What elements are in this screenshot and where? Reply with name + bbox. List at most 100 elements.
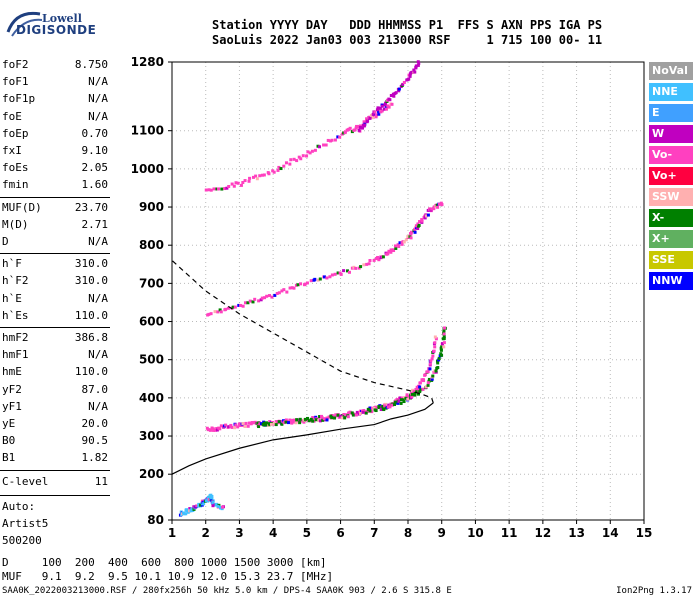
echo-point [313, 148, 317, 152]
x-tick-label: 10 [467, 526, 484, 540]
echo-point [431, 354, 435, 358]
x-tick-label: 2 [202, 526, 210, 540]
param-value: 310.0 [74, 257, 108, 271]
y-tick-label: 700 [139, 276, 164, 290]
echo-point [190, 507, 194, 511]
echo-point [306, 150, 310, 154]
echo-point [361, 410, 365, 414]
echo-point [309, 417, 313, 421]
echo-point [289, 158, 293, 162]
echo-point [345, 269, 349, 273]
lowell-digisonde-logo: Lowell DIGISONDE [4, 6, 104, 40]
y-tick-label: 800 [139, 238, 164, 252]
param-value: 0.70 [81, 126, 109, 140]
echo-point [279, 167, 283, 171]
param-row: h`E N/A [2, 292, 108, 308]
chart-axes [168, 61, 645, 524]
echo-point [340, 416, 344, 420]
echo-point [258, 422, 262, 426]
echo-point [416, 222, 420, 226]
y-tick-label: 500 [139, 353, 164, 367]
echo-point [368, 409, 372, 413]
echo-point [406, 397, 410, 401]
echo-point [333, 272, 337, 276]
echo-point [410, 395, 414, 399]
echo-point [265, 294, 269, 298]
param-value: 1.60 [81, 178, 109, 192]
echo-point [358, 124, 362, 128]
echo-point [211, 504, 215, 508]
echo-point [352, 265, 356, 269]
param-row: foF2 8.750 [2, 58, 108, 74]
echo-point [325, 416, 329, 420]
echo-point [371, 112, 375, 116]
echo-point [435, 366, 439, 370]
echo-point [226, 306, 230, 310]
x-tick-label: 4 [269, 526, 277, 540]
echo-point [234, 423, 238, 427]
echo-point [311, 416, 315, 420]
echo-point [250, 421, 254, 425]
echo-point [393, 400, 397, 404]
echo-point [365, 262, 369, 266]
echo-point [292, 157, 296, 161]
echo-point [380, 104, 384, 108]
y-tick-label: 600 [139, 315, 164, 329]
echo-point [211, 427, 215, 431]
echo-point [377, 405, 381, 409]
echo-point [387, 403, 391, 407]
echo-point [384, 402, 388, 406]
echo-point [416, 63, 420, 67]
echo-point [295, 418, 299, 422]
echo-point [417, 61, 421, 65]
echo-point [237, 303, 241, 307]
echo-point [358, 125, 362, 129]
echo-point [303, 282, 307, 286]
echo-point [372, 406, 376, 410]
echo-point [405, 393, 409, 397]
echo-point [413, 393, 417, 397]
polarization-legend: NoVal NNE E W Vo- Vo+ SSW X- X+ SSE NNW [649, 62, 693, 293]
echo-point [246, 424, 250, 428]
echo-point [260, 173, 264, 177]
echo-point [221, 505, 225, 509]
echo-point [350, 266, 354, 270]
echo-point [260, 296, 264, 300]
echo-point [305, 281, 309, 285]
echo-point [368, 116, 372, 120]
echo-point [298, 421, 302, 425]
param-row: h`F 310.0 [2, 257, 108, 273]
echo-point [219, 310, 223, 314]
legend-item-vo: Vo+ [649, 167, 693, 185]
echo-point [414, 64, 418, 68]
echo-point [436, 205, 440, 209]
echo-point [384, 101, 388, 105]
echo-point [326, 138, 330, 142]
param-row: yE 20.0 [2, 417, 108, 433]
echo-point [410, 230, 414, 234]
echo-point [185, 508, 189, 512]
echo-point [372, 258, 376, 262]
echo-point [396, 243, 400, 247]
param-row: hmF1 N/A [2, 348, 108, 364]
echo-point [251, 175, 255, 179]
param-value: 110.0 [74, 365, 108, 379]
param-label: fxI [2, 144, 22, 157]
echo-point [323, 275, 327, 279]
echo-point [430, 377, 434, 381]
echo-point [214, 428, 218, 432]
echo-point [318, 419, 322, 423]
echo-point [416, 227, 420, 231]
echo-point [322, 143, 326, 147]
echo-point [269, 422, 273, 426]
profile-dashed-line [171, 260, 434, 404]
param-value: N/A [88, 291, 108, 305]
echo-point [230, 182, 234, 186]
x-tick-label: 11 [501, 526, 518, 540]
param-label: B1 [2, 451, 16, 465]
x-tick-label: 12 [535, 526, 552, 540]
echo-point [379, 256, 383, 260]
echo-point [439, 352, 443, 356]
echo-point [314, 418, 318, 422]
echo-point [342, 131, 346, 135]
